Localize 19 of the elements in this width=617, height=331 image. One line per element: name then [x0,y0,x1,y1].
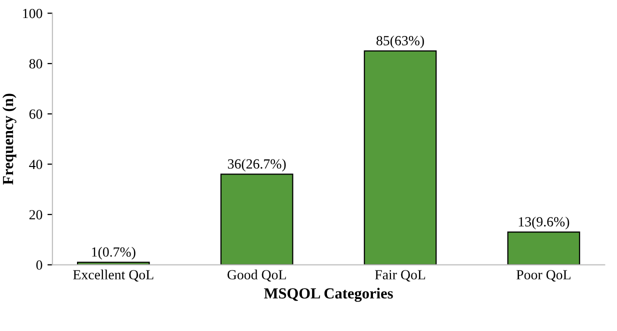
bar [364,50,437,265]
x-tick-label: Poor QoL [516,270,570,282]
data-label: 13(9.6%) [518,216,570,230]
x-axis-title: MSQOL Categories [264,288,393,302]
y-axis-title: Frequency (n) [2,94,16,185]
y-tick-label: 40 [29,160,42,170]
y-tick-label: 0 [36,260,42,270]
x-tick-label: Excellent QoL [73,270,154,282]
y-tick-label: 20 [29,210,42,220]
bar [507,232,580,265]
x-tick-label: Good QoL [228,270,286,282]
bar [220,174,294,265]
data-label: 1(0.7%) [92,246,136,260]
x-tick-label: Fair QoL [375,270,426,282]
y-tick-label: 60 [29,109,42,119]
y-tick-label: 100 [23,8,42,18]
data-label: 36(26.7%) [228,158,286,172]
y-tick-label: 80 [29,59,42,69]
data-label: 85(63%) [376,36,424,48]
